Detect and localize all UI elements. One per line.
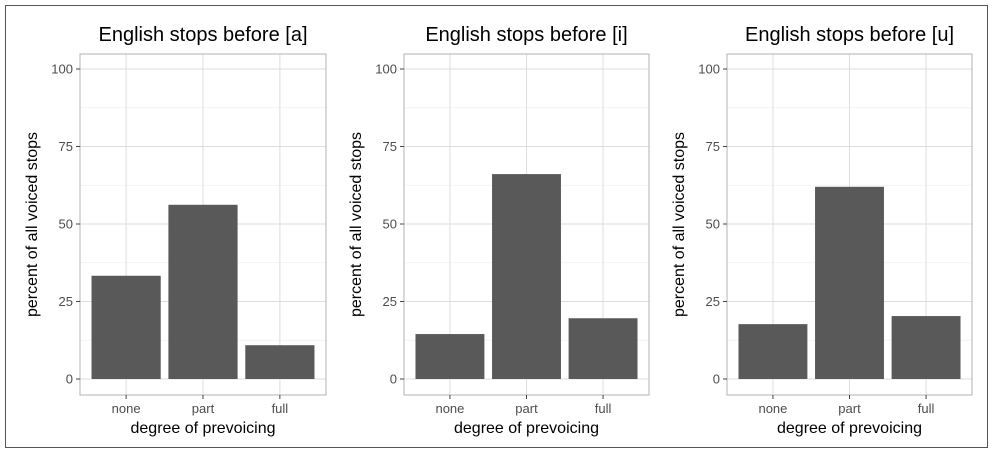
bar-part — [815, 186, 884, 379]
chart-title: English stops before [i] — [425, 24, 627, 46]
x-tick-label: full — [272, 401, 289, 416]
x-axis-label: degree of prevoicing — [131, 420, 276, 437]
x-tick-label: part — [838, 401, 861, 416]
x-tick-label: full — [595, 401, 612, 416]
y-tick-label: 0 — [66, 372, 73, 387]
bar-part — [492, 174, 561, 379]
bar-none — [415, 334, 485, 379]
y-axis-label: percent of all voiced stops — [24, 132, 41, 317]
x-axis-label: degree of prevoicing — [777, 420, 922, 437]
x-tick-label: none — [112, 401, 141, 416]
y-tick-label: 25 — [59, 294, 73, 309]
x-tick-label: part — [192, 401, 215, 416]
y-tick-label: 75 — [706, 139, 720, 154]
y-tick-label: 75 — [59, 139, 73, 154]
bar-full — [891, 316, 961, 379]
x-tick-label: part — [515, 401, 538, 416]
y-tick-label: 100 — [375, 62, 397, 77]
figure: 0 25 50 75 100 none part full English stops befo… — [5, 5, 988, 448]
x-tick-label: none — [435, 401, 464, 416]
bar-full — [568, 318, 638, 379]
y-tick-label: 100 — [51, 62, 73, 77]
y-axis-label: percent of all voiced stops — [348, 132, 365, 317]
y-tick-label: 50 — [706, 217, 720, 232]
y-tick-label: 100 — [698, 62, 720, 77]
bar-none — [738, 324, 808, 379]
y-tick-label: 50 — [383, 217, 397, 232]
y-tick-label: 50 — [59, 217, 73, 232]
chart-title: English stops before [a] — [98, 24, 307, 46]
y-tick-label: 75 — [383, 139, 397, 154]
y-tick-label: 25 — [706, 294, 720, 309]
y-tick-label: 0 — [390, 372, 397, 387]
chart-panels: 0 25 50 75 100 none part full English stops befo… — [24, 24, 973, 437]
bar-none — [91, 275, 161, 379]
x-axis-label: degree of prevoicing — [454, 420, 599, 437]
y-tick-label: 0 — [713, 372, 720, 387]
y-tick-label: 25 — [383, 294, 397, 309]
bar-part — [168, 204, 238, 379]
y-axis-label: percent of all voiced stops — [671, 132, 688, 317]
x-tick-label: full — [918, 401, 935, 416]
x-tick-label: none — [758, 401, 787, 416]
bar-full — [245, 345, 315, 379]
chart-title: English stops before [u] — [745, 24, 954, 46]
